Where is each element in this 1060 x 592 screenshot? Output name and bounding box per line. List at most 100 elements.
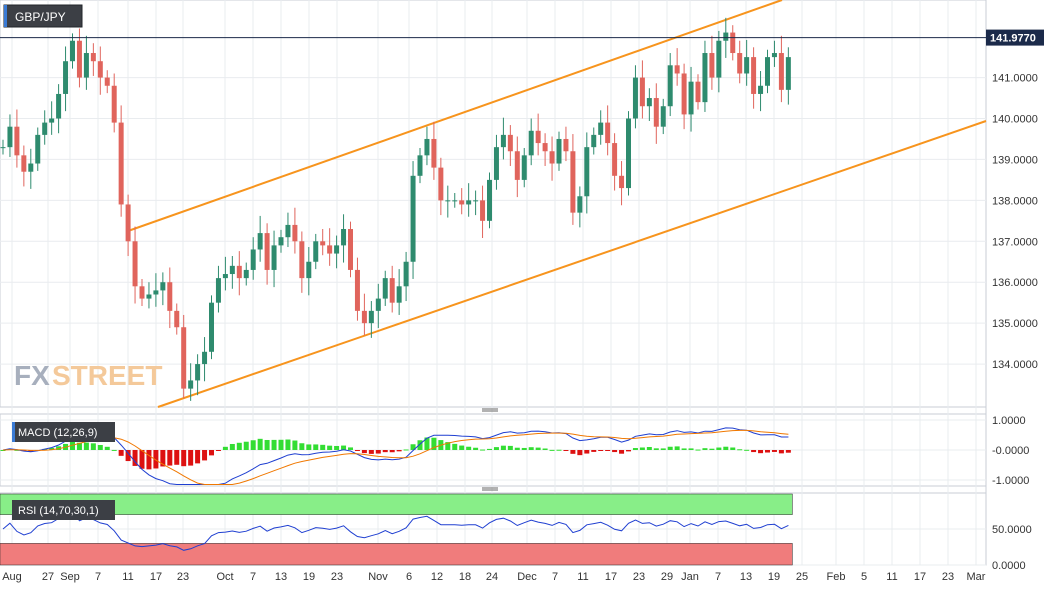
macd-histogram-bar [403, 449, 409, 451]
x-tick-label: 27 [42, 571, 54, 583]
x-tick-label: 19 [303, 571, 315, 583]
candle-bear [778, 53, 784, 90]
candle-bull [56, 93, 62, 119]
candle-bull [785, 57, 791, 90]
macd-tick-label: -1.0000 [992, 475, 1029, 487]
macd-histogram-bar [389, 450, 395, 453]
x-tick-label: 11 [886, 571, 897, 583]
macd-histogram-bar [313, 444, 319, 450]
candle-bull [452, 200, 458, 202]
macd-histogram-bar [480, 449, 486, 451]
macd-histogram-bar [14, 449, 20, 451]
candle-bear [299, 241, 305, 279]
rsi-tick-label: 50.0000 [992, 524, 1032, 536]
candle-bull [667, 65, 673, 107]
candle-bull [209, 302, 214, 352]
candle-bear [751, 57, 757, 94]
price-tick-label: 140.0000 [992, 114, 1038, 126]
macd-histogram-bar [104, 446, 110, 450]
macd-resize-handle[interactable] [482, 408, 498, 412]
macd-histogram-bar [646, 447, 652, 450]
macd-histogram-bar [21, 450, 27, 452]
candle-bear [535, 130, 541, 144]
candle-bull [396, 286, 402, 303]
macd-histogram-bar [688, 448, 694, 450]
macd-histogram-bar [500, 445, 506, 450]
macd-histogram-bar [619, 450, 625, 454]
candle-bull [417, 155, 423, 176]
candle-bear [605, 122, 611, 144]
macd-histogram-bar [341, 445, 347, 450]
macd-histogram-bar [514, 447, 520, 450]
macd-histogram-bar [674, 446, 680, 450]
x-tick-label: 13 [275, 571, 287, 583]
x-tick-label: Sep [60, 571, 80, 583]
candle-bull [63, 61, 69, 94]
macd-histogram-bar [521, 447, 527, 450]
x-tick-label: 17 [605, 571, 617, 583]
candle-bull [278, 237, 284, 246]
price-panel[interactable] [0, 0, 987, 408]
candle-bull [473, 200, 479, 202]
macd-histogram-bar [445, 442, 451, 450]
macd-histogram-bar [111, 449, 117, 451]
macd-histogram-bar [174, 450, 180, 465]
macd-histogram-bar [771, 450, 777, 452]
rsi-label-box[interactable]: RSI (14,70,30,1) [12, 500, 115, 520]
macd-histogram-bar [146, 450, 152, 470]
candle-bull [521, 155, 527, 180]
x-tick-label: Jan [681, 571, 699, 583]
x-tick-label: 25 [796, 571, 808, 583]
candle-bull [445, 200, 451, 202]
symbol-box[interactable]: GBP/JPY [3, 4, 83, 28]
price-tick-label: 138.0000 [992, 195, 1038, 207]
macd-histogram-bar [215, 450, 221, 451]
x-tick-label: 17 [914, 571, 926, 583]
x-tick-label: 23 [331, 571, 343, 583]
candle-bear [14, 126, 20, 156]
macd-histogram-bar [605, 450, 611, 451]
last-price-tag: 141.9770 [986, 29, 1044, 46]
macd-label-box[interactable]: MACD (12,26,9) [12, 422, 115, 442]
candle-bull [375, 298, 381, 311]
x-tick-label: 13 [740, 571, 752, 583]
macd-histogram-bar [361, 450, 367, 454]
macd-histogram-bar [167, 450, 173, 466]
candle-bear [681, 73, 687, 115]
macd-histogram-bar [97, 445, 103, 450]
macd-histogram-bar [785, 450, 791, 453]
candle-bull [688, 81, 694, 115]
macd-histogram-bar [660, 448, 666, 450]
macd-histogram-bar [334, 445, 340, 450]
candle-bear [653, 98, 659, 127]
macd-histogram-bar [473, 447, 479, 450]
last-price-label: 141.9770 [990, 33, 1036, 45]
candle-bull [368, 310, 374, 324]
macd-histogram-bar [70, 441, 75, 450]
macd-histogram-bar [348, 447, 353, 450]
candle-bull [598, 122, 604, 135]
macd-histogram-bar [396, 450, 402, 452]
candle-bear [570, 151, 576, 213]
macd-histogram-bar [737, 449, 743, 451]
macd-histogram-bar [507, 445, 513, 450]
candle-bull [716, 40, 722, 78]
macd-histogram-bar [90, 443, 96, 450]
rsi-resize-handle[interactable] [482, 487, 498, 491]
macd-histogram-bar [632, 448, 638, 450]
candle-bull [702, 53, 708, 103]
candle-bull [577, 196, 583, 213]
candle-bull [758, 85, 764, 94]
macd-histogram-bar [236, 442, 242, 450]
macd-tick-label: -0.0000 [992, 445, 1029, 457]
candle-bull [771, 53, 777, 58]
macd-histogram-bar [591, 450, 597, 452]
macd-histogram-bar [0, 450, 6, 451]
candle-bull [222, 274, 228, 279]
candle-bull [591, 134, 597, 148]
x-tick-label: 17 [150, 571, 162, 583]
candle-bear [431, 138, 437, 168]
candle-bear [236, 265, 242, 279]
candle-bear [118, 122, 124, 205]
